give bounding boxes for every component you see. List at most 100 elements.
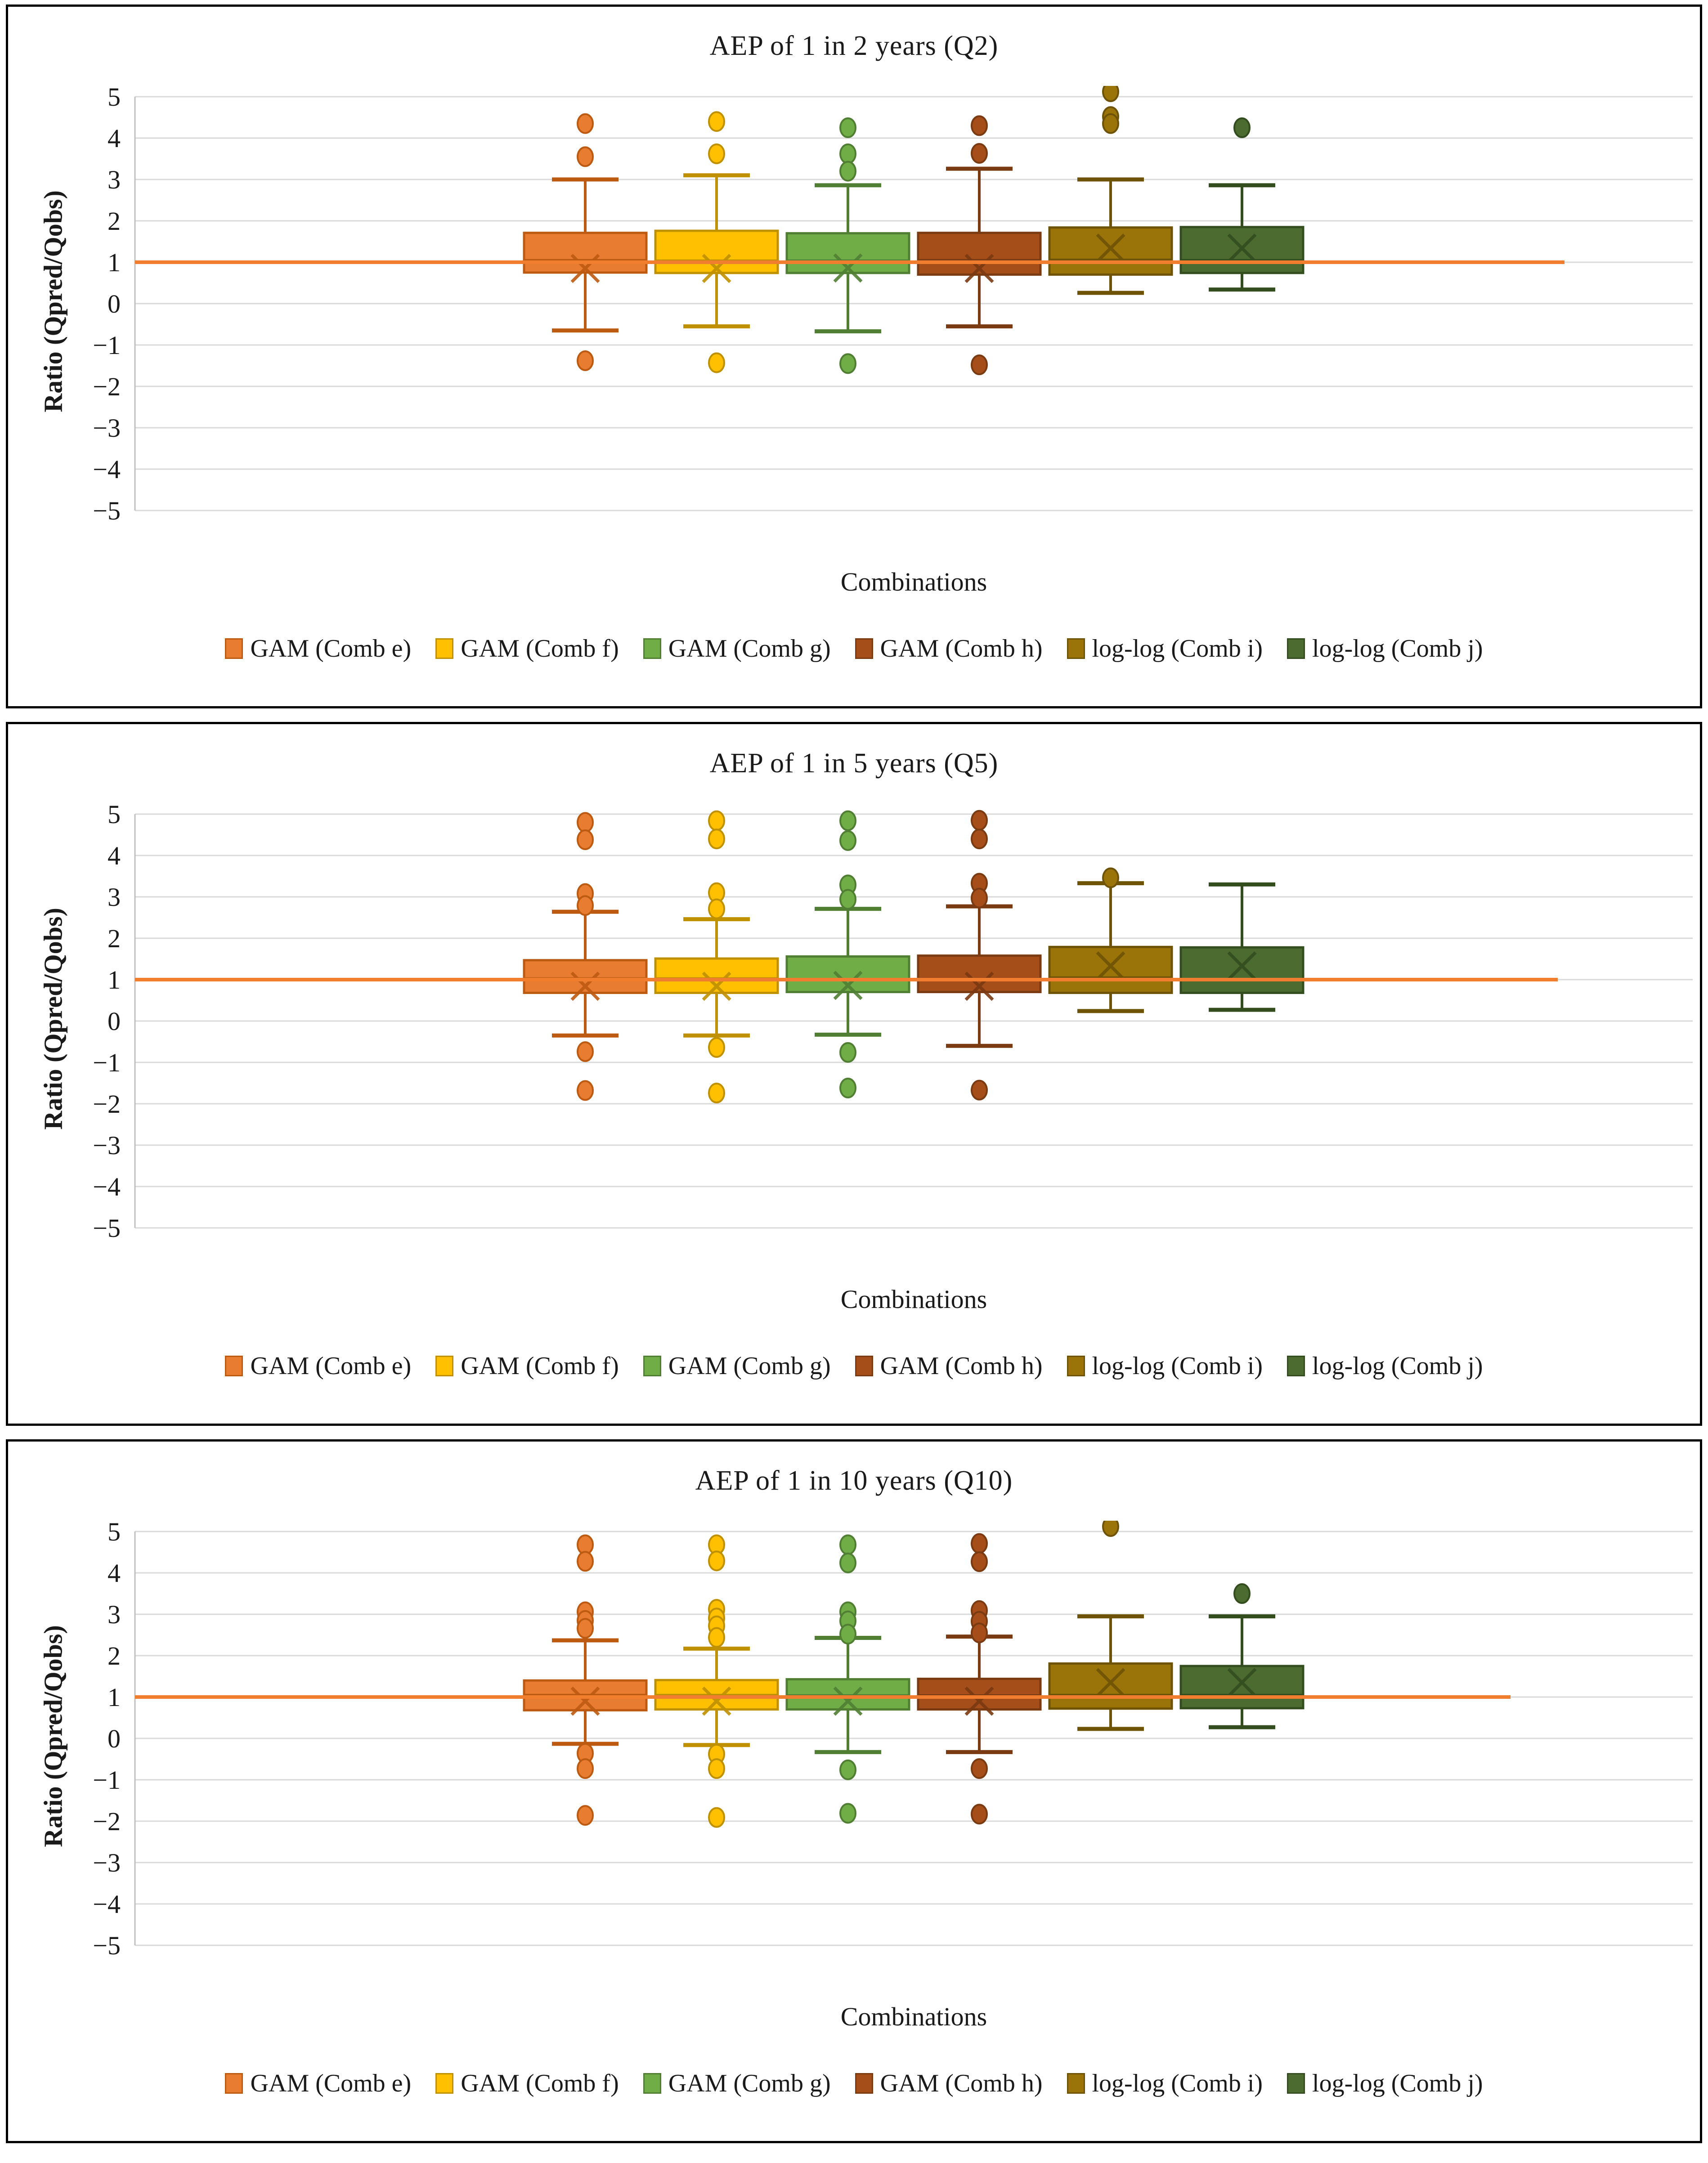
legend-entry-h: GAM (Comb h) [855,1352,1043,1380]
legend-entry-g: GAM (Comb g) [643,1352,831,1380]
mean-marker [1096,1668,1125,1697]
x-axis-title: Combinations [840,1285,987,1314]
outlier-marker [577,1080,594,1101]
legend-label: log-log (Comb j) [1312,2069,1483,2097]
outlier-marker [708,1037,725,1058]
chart-title-q10: AEP of 1 in 10 years (Q10) [695,1465,1013,1496]
legend-swatch-icon [855,638,873,659]
legend-swatch-icon [1067,1356,1085,1376]
outlier-marker [708,1627,725,1648]
legend-label: log-log (Comb j) [1312,1352,1483,1380]
outlier-group [577,1534,594,1826]
outlier-marker [971,1533,988,1554]
box [1048,1662,1173,1710]
outlier-marker [971,1804,988,1825]
outlier-marker [971,143,988,164]
legend-entry-g: GAM (Comb g) [643,634,831,663]
plot-area-q5: 5 4 3 2 1 0 −1 −2 −3 −4 −5 [93,800,1693,1243]
outlier-marker [577,1041,594,1062]
y-tick-label: −1 [93,331,121,360]
box-plot-i [1048,867,1173,1013]
legend-label: GAM (Comb g) [668,1352,831,1380]
outlier-marker [577,895,594,916]
y-tick-label: −5 [93,1214,121,1243]
legend-entry-h: GAM (Comb h) [855,2069,1043,2098]
outlier-marker [708,352,725,373]
y-tick-label: −5 [93,1931,121,1960]
y-tick-label: 1 [108,1683,121,1712]
outlier-marker [971,354,988,376]
y-tick-label: 3 [108,882,121,912]
outlier-group [839,810,856,1099]
box-plot-h [917,810,1042,1101]
outlier-marker [708,828,725,850]
y-tick-label: 4 [108,124,121,153]
legend-entry-i: log-log (Comb i) [1067,1352,1263,1380]
legend-swatch-icon [225,1356,243,1376]
box-plot-e [523,1534,648,1826]
legend-label: GAM (Comb e) [250,2069,412,2097]
box [917,1678,1042,1711]
box-plot-e [523,113,648,371]
outlier-marker [577,113,594,134]
legend-swatch-icon [643,1356,661,1376]
legend-entry-e: GAM (Comb e) [225,634,411,663]
outlier-marker [1102,113,1119,134]
outlier-marker [839,161,856,182]
y-tick-label: 4 [108,841,121,870]
outlier-group [971,1533,988,1825]
box-plot-g [785,1534,910,1824]
outlier-group [1233,117,1251,138]
outlier-marker [577,1618,594,1639]
outlier-marker [839,810,856,831]
outlier-marker [971,1079,988,1101]
legend: GAM (Comb e) GAM (Comb f) GAM (Comb g) GAM … [8,2069,1700,2098]
x-axis-title: Combinations [840,567,987,596]
legend-entry-j: log-log (Comb j) [1287,2069,1483,2098]
box [654,229,779,274]
legend-swatch-icon [435,1356,454,1376]
y-tick-label: −1 [93,1765,121,1795]
outlier-marker [1233,117,1251,138]
y-tick-label: −1 [93,1048,121,1077]
legend-label: GAM (Comb e) [250,635,412,663]
legend-swatch-icon [855,2073,873,2094]
chart-panel-q5: 5 4 3 2 1 0 −1 −2 −3 −4 −5 AEP of 1 in 5 years (Q5… [6,722,1702,1426]
mean-marker [833,1686,863,1716]
outlier-marker [1102,1521,1119,1537]
mean-marker [702,972,731,1001]
legend-entry-j: log-log (Comb j) [1287,634,1483,663]
y-tick-label: 2 [108,924,121,953]
outlier-marker [971,810,988,831]
outlier-marker [839,353,856,374]
outlier-group [708,111,725,373]
box-plot-j [1179,117,1305,292]
box [1048,945,1173,994]
x-axis-title: Combinations [840,2002,987,2031]
outlier-group [577,812,594,1101]
box-plot-f [654,1534,779,1828]
legend-label: GAM (Comb h) [880,635,1043,663]
legend-swatch-icon [1067,638,1085,659]
outlier-marker [577,812,594,833]
y-tick-label: 4 [108,1558,121,1588]
outlier-marker [708,1550,725,1572]
y-tick-label: 5 [108,800,121,829]
outlier-marker [971,1758,988,1779]
outlier-marker [971,828,988,850]
legend-swatch-icon [435,2073,454,2094]
y-tick-label: 5 [108,1517,121,1546]
box-plot-f [654,111,779,373]
box-plot-g [785,117,910,374]
y-tick-label: 2 [108,206,121,236]
outlier-marker [708,898,725,919]
outlier-marker [971,1551,988,1572]
mean-marker [833,971,863,1000]
y-tick-label: −2 [93,1089,121,1119]
y-axis-title: Ratio (Qpred/Qobs) [38,908,68,1130]
outlier-marker [577,1758,594,1779]
legend-entry-i: log-log (Comb i) [1067,2069,1263,2098]
outlier-marker [839,1803,856,1824]
legend-label: GAM (Comb f) [461,635,619,663]
